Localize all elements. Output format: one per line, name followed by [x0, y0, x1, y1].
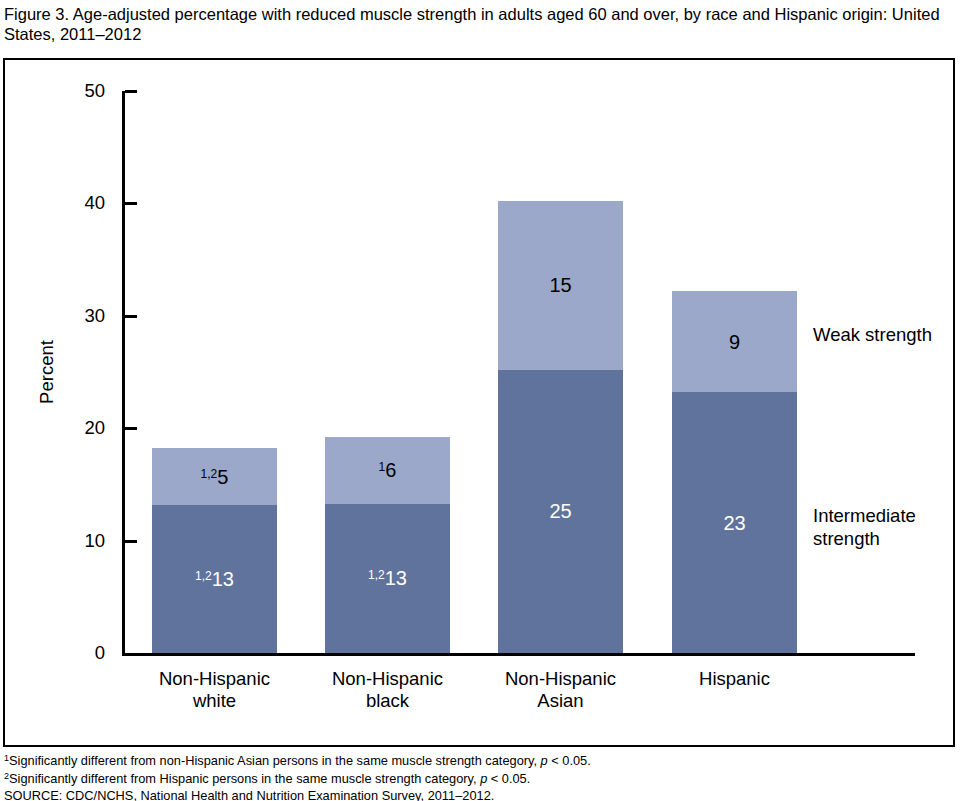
x-axis-line — [122, 653, 915, 656]
y-tick-mark — [125, 202, 137, 205]
y-tick-label: 50 — [41, 80, 105, 102]
y-tick-label: 0 — [41, 642, 105, 664]
footnote-1-pvalue: < 0.05. — [548, 753, 591, 768]
chart-frame: Percent 010203040501,2131,25Non-Hispanic… — [3, 58, 955, 747]
y-tick-label: 30 — [41, 305, 105, 327]
x-category-label: Non-Hispanic Asian — [496, 668, 626, 712]
value-number: 5 — [217, 466, 228, 488]
bar-value-label: 16 — [325, 457, 450, 486]
bar-value-label: 1,25 — [152, 464, 277, 493]
y-tick-label: 40 — [41, 192, 105, 214]
y-tick-label: 20 — [41, 417, 105, 439]
y-tick-mark — [125, 427, 137, 430]
legend-weak-strength: Weak strength — [813, 323, 938, 346]
value-number: 13 — [212, 568, 234, 590]
footnote-2: 2Significantly different from Hispanic p… — [4, 771, 956, 789]
chart-area: Percent 010203040501,2131,25Non-Hispanic… — [5, 60, 953, 745]
value-superscript: 1,2 — [201, 467, 218, 481]
figure-title: Figure 3. Age-adjusted percentage with r… — [4, 4, 956, 44]
value-number: 15 — [549, 274, 571, 296]
y-tick-mark — [125, 90, 137, 93]
footnotes-block: 1Significantly different from non-Hispan… — [4, 753, 956, 801]
bar-value-label: 9 — [672, 329, 797, 355]
footnote-1-superscript: 1 — [4, 753, 9, 763]
value-number: 6 — [385, 459, 396, 481]
footnote-2-text: Significantly different from Hispanic pe… — [9, 771, 480, 786]
figure-page: Figure 3. Age-adjusted percentage with r… — [0, 0, 960, 801]
value-number: 13 — [385, 567, 407, 589]
value-number: 25 — [549, 500, 571, 522]
x-category-label: Non-Hispanic white — [150, 668, 280, 712]
y-axis-line — [122, 91, 125, 656]
bar-value-label: 23 — [672, 510, 797, 536]
footnote-1: 1Significantly different from non-Hispan… — [4, 753, 956, 771]
footnote-2-superscript: 2 — [4, 771, 9, 781]
bar-value-label: 1,213 — [325, 565, 450, 594]
bar-value-label: 25 — [498, 498, 623, 524]
bar-value-label: 1,213 — [152, 566, 277, 595]
footnote-1-pvalue-symbol: p — [541, 753, 548, 768]
x-category-label: Non-Hispanic black — [323, 668, 453, 712]
y-axis-title: Percent — [36, 312, 58, 432]
value-number: 9 — [729, 331, 740, 353]
footnote-2-pvalue: < 0.05. — [487, 771, 530, 786]
x-category-label: Hispanic — [670, 668, 800, 690]
footnote-1-text: Significantly different from non-Hispani… — [9, 753, 541, 768]
legend-intermediate-strength: Intermediate strength — [813, 504, 938, 550]
value-superscript: 1,2 — [368, 568, 385, 582]
y-tick-label: 10 — [41, 530, 105, 552]
y-tick-mark — [125, 540, 137, 543]
value-superscript: 1 — [379, 460, 386, 474]
value-superscript: 1,2 — [195, 569, 212, 583]
source-line: SOURCE: CDC/NCHS, National Health and Nu… — [4, 788, 956, 801]
y-tick-mark — [125, 315, 137, 318]
value-number: 23 — [723, 512, 745, 534]
bar-value-label: 15 — [498, 272, 623, 298]
